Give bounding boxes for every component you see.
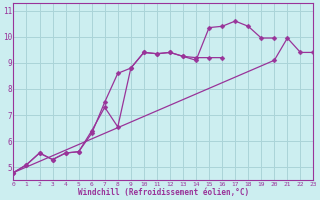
X-axis label: Windchill (Refroidissement éolien,°C): Windchill (Refroidissement éolien,°C)	[78, 188, 249, 197]
